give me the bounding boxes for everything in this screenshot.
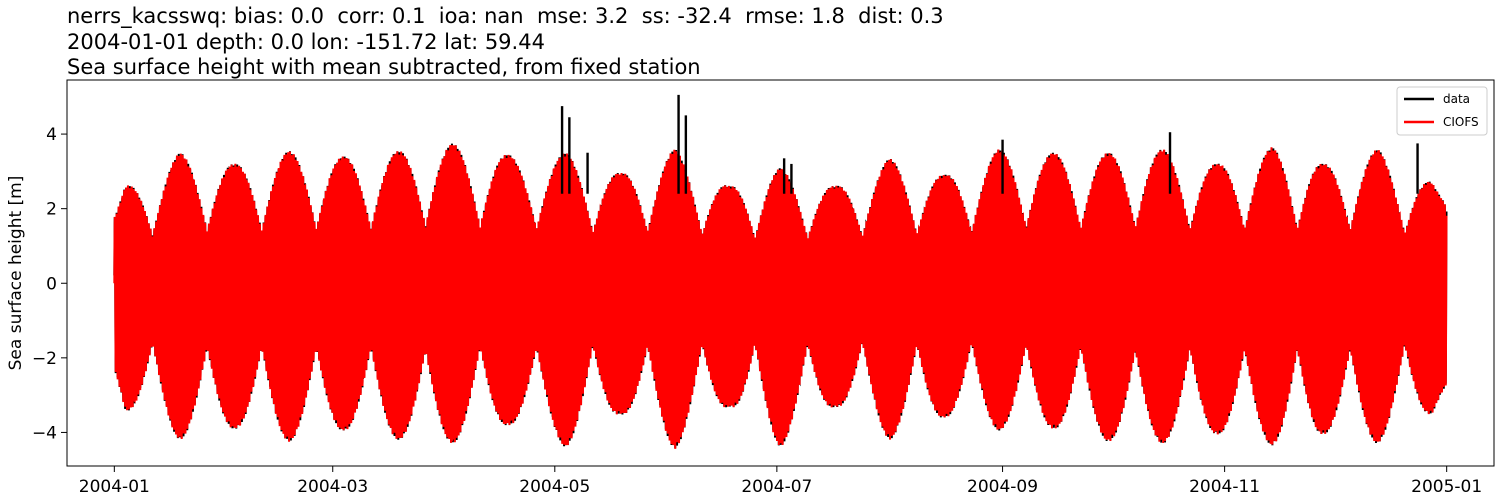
- chart-title-stats: nerrs_kacsswq: bias: 0.0 corr: 0.1 ioa: …: [67, 4, 944, 28]
- y-tick-label: 4: [46, 125, 57, 145]
- plot-frame: [66, 79, 1495, 467]
- y-tick-label: −2: [32, 349, 57, 369]
- legend-label-ciofs: CIOFS: [1443, 115, 1479, 129]
- y-tick-label: −4: [32, 423, 57, 443]
- series-ciofs: [113, 145, 1448, 449]
- y-tick-label: 0: [46, 274, 57, 294]
- x-tick-label: 2004-11: [1189, 477, 1260, 497]
- x-axis: 2004-01 2004-03 2004-05 2004-07 2004-09 2004-…: [79, 466, 1482, 497]
- x-tick-label: 2004-05: [519, 477, 590, 497]
- legend: data CIOFS: [1396, 86, 1488, 136]
- y-tick-label: 2: [46, 200, 57, 220]
- x-tick-label: 2004-01: [79, 477, 150, 497]
- y-axis: −4 −2 0 2 4: [32, 125, 67, 443]
- y-axis-label: Sea surface height [m]: [6, 176, 26, 371]
- x-tick-label: 2004-09: [967, 477, 1038, 497]
- x-tick-label: 2004-07: [741, 477, 812, 497]
- chart-title-description: Sea surface height with mean subtracted,…: [67, 55, 701, 79]
- chart-title-location: 2004-01-01 depth: 0.0 lon: -151.72 lat: …: [67, 30, 545, 54]
- legend-label-data: data: [1443, 92, 1470, 106]
- x-tick-label: 2005-01: [1411, 477, 1482, 497]
- plot-area: [66, 79, 1495, 467]
- series-data-spikes: [560, 94, 1419, 194]
- x-tick-label: 2004-03: [297, 477, 368, 497]
- series-ciofs-line: [113, 145, 1448, 449]
